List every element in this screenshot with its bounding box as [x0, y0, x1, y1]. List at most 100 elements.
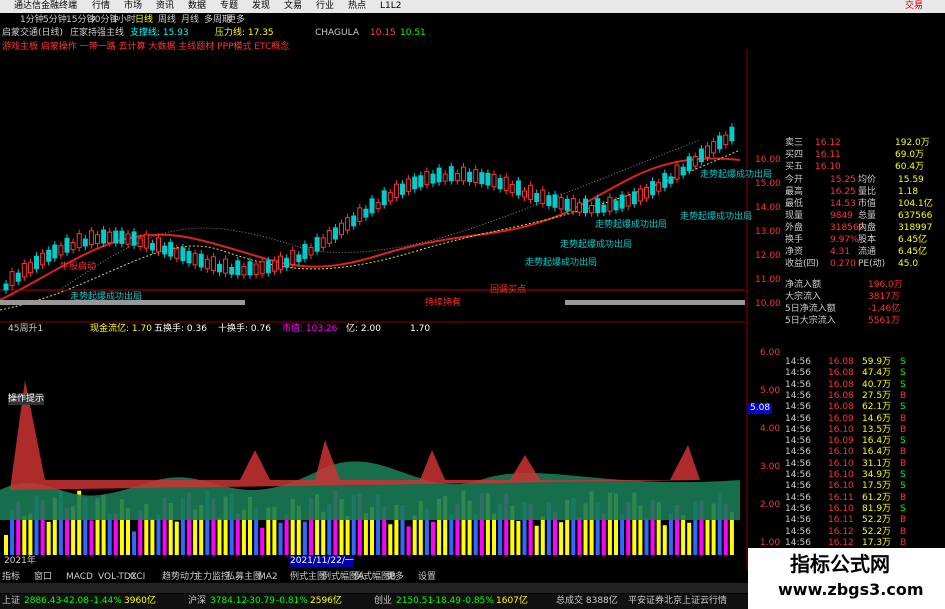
index-quote: 3784.12 [210, 596, 248, 606]
decoration [406, 526, 411, 555]
decoration [626, 502, 631, 555]
decoration [503, 176, 509, 192]
ma-line [59, 139, 701, 291]
decoration [711, 503, 716, 555]
period-button[interactable]: 月线 [181, 15, 200, 25]
indicator-tab[interactable]: 窗口 [34, 572, 53, 582]
indicator-tab[interactable]: MA2 [258, 572, 278, 582]
trade-tick: 13.5万 [862, 424, 892, 435]
indicator-tab[interactable]: 例式幅图B [354, 572, 397, 582]
trade-tick: 14:56 [785, 515, 811, 526]
decoration [510, 505, 515, 555]
date-label: 2021年 [4, 556, 36, 566]
period-button[interactable]: 5分钟 [43, 15, 67, 25]
menu-item[interactable]: 市场 [124, 1, 143, 11]
decoration [302, 521, 307, 555]
decoration [217, 263, 222, 273]
trade-tick: 14:56 [785, 436, 811, 447]
order-book: 69.0万 [895, 150, 925, 160]
trade-tick: 14:56 [785, 368, 811, 379]
decoration [473, 168, 479, 183]
menu-item[interactable]: 数据 [188, 1, 207, 11]
menu-item[interactable]: 发现 [252, 1, 271, 11]
trade-tick: 14:56 [785, 357, 811, 367]
fund-flow: 5日净流入额 [785, 304, 836, 314]
menu-item[interactable]: 行情 [92, 1, 111, 11]
menu-item[interactable]: 行业 [316, 1, 335, 11]
quote-stat: 最高 [785, 187, 804, 197]
decoration [217, 518, 222, 555]
indicator-tab[interactable]: MACD [66, 572, 93, 582]
decoration [186, 250, 192, 264]
quote-stat: 最低 [785, 199, 804, 209]
menu-item[interactable]: 文易 [284, 1, 303, 11]
decoration [77, 490, 82, 555]
menu-item[interactable]: 热点 [348, 1, 367, 11]
decoration [168, 242, 174, 257]
menu-item[interactable]: 资讯 [156, 1, 175, 11]
decoration [698, 148, 704, 163]
indicator-tab[interactable]: 主力监控 [194, 572, 231, 582]
indicator-tab[interactable]: 例式主图 [290, 572, 327, 582]
indicator-tab[interactable]: CCI [130, 572, 146, 582]
menu-item[interactable]: 专题 [220, 1, 239, 11]
period-button[interactable]: 日线 [135, 15, 154, 25]
decoration [534, 525, 539, 555]
decoration [418, 500, 423, 555]
decoration [223, 258, 229, 274]
trade-tick: 16.11 [828, 492, 854, 503]
watermark: www.zbgs3.com [778, 580, 924, 599]
decoration [199, 505, 204, 555]
decoration [357, 493, 362, 555]
trade-tick: S [900, 357, 906, 367]
indicator-tab[interactable]: 指标 [2, 572, 21, 582]
decoration [674, 164, 680, 180]
decoration [631, 191, 637, 205]
decoration [125, 233, 131, 245]
decoration [522, 502, 527, 555]
indicator-tab[interactable]: 更多 [386, 572, 405, 582]
concept-tags: 游戏主板 启蒙操作 一带一路 云计算 大数据 主线题材 PPP模式 ETC概念 [2, 42, 290, 52]
decoration [559, 522, 564, 555]
period-button[interactable]: 15分钟 [66, 15, 96, 25]
decoration [254, 507, 259, 555]
decoration [436, 167, 442, 183]
decoration [309, 498, 313, 555]
period-button[interactable]: 30分钟 [89, 15, 119, 25]
quote-stat: 15.25 [830, 175, 856, 185]
period-button[interactable]: 1分钟 [20, 15, 44, 25]
fund-flow: 5日大宗流入 [785, 316, 836, 326]
period-button[interactable]: 多周期 [204, 15, 232, 25]
decoration [95, 234, 100, 245]
trade-tick: 16.12 [828, 537, 854, 548]
decoration [327, 504, 332, 555]
trade-tick: 62.1万 [862, 402, 892, 413]
indicator-value: 市值: 103.26 [282, 324, 338, 334]
indicator-tab[interactable]: 私募主图 [226, 572, 263, 582]
period-button[interactable]: 周线 [158, 15, 177, 25]
index-quote: 2596亿 [310, 596, 342, 606]
indicator-tab[interactable]: VOL-TDX [98, 572, 137, 582]
indicator-tab[interactable]: 例式幅图A [322, 572, 365, 582]
trade-tick: 14:56 [785, 413, 811, 424]
trade-tick: S [900, 503, 906, 514]
order-book: 16.12 [815, 138, 841, 148]
period-button[interactable]: 更多 [227, 15, 246, 25]
decoration [571, 498, 576, 555]
decoration [187, 492, 191, 555]
decoration [10, 380, 700, 490]
decoration [34, 255, 39, 270]
indicator-info: 庄家持强主线 [70, 28, 125, 38]
ma-line [0, 157, 741, 301]
indicator-info: CHAGULA [315, 28, 359, 38]
trade-tick: S [900, 379, 906, 390]
decoration [570, 198, 576, 212]
fund-flow: -1.46亿 [868, 304, 901, 314]
indicator-tab[interactable]: 趋势动力 [162, 572, 199, 582]
indicator-tab[interactable]: 设置 [418, 572, 437, 582]
watermark: 指标公式网 [790, 552, 890, 576]
menu-item[interactable]: L1L2 [380, 1, 402, 11]
decoration [205, 490, 210, 555]
period-button[interactable]: 1小时 [112, 15, 136, 25]
menu-item[interactable]: 交易 [905, 1, 924, 11]
